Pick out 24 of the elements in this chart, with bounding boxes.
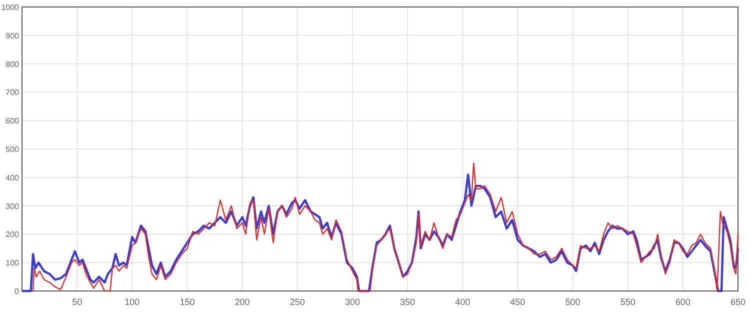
x-tick-label: 550 (620, 297, 636, 307)
x-tick-label: 400 (455, 297, 470, 307)
y-tick-label: 700 (6, 88, 20, 98)
x-tick-label: 650 (730, 297, 746, 307)
y-tick-label: 200 (6, 230, 20, 240)
y-tick-label: 500 (6, 145, 20, 154)
y-tick-label: 1000 (1, 3, 20, 12)
x-tick-label: 200 (234, 297, 250, 307)
y-tick-label: 900 (6, 31, 20, 40)
x-tick-label: 600 (675, 297, 690, 307)
x-tick-label: 150 (180, 297, 195, 307)
y-tick-label: 300 (6, 202, 20, 211)
x-tick-label: 100 (124, 297, 140, 307)
y-tick-label: 400 (6, 173, 20, 182)
x-tick-label: 50 (72, 297, 82, 307)
y-tick-label: 100 (6, 258, 20, 268)
y-tick-label: 600 (6, 116, 20, 126)
y-tick-label: 0 (14, 287, 20, 296)
x-tick-label: 500 (565, 297, 580, 307)
x-tick-label: 450 (510, 297, 526, 307)
x-tick-label: 300 (344, 297, 360, 307)
x-tick-label: 250 (290, 297, 305, 307)
x-tick-label: 350 (400, 297, 416, 307)
y-tick-label: 800 (6, 60, 20, 69)
